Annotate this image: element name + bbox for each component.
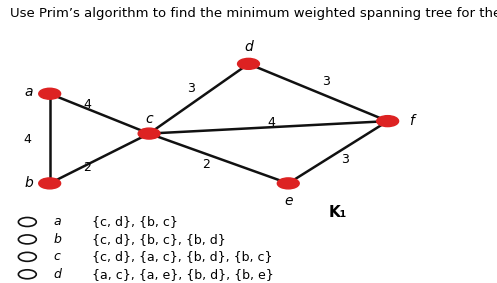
Text: 3: 3	[187, 82, 195, 95]
Text: 2: 2	[83, 161, 91, 174]
Text: b: b	[53, 233, 61, 246]
Text: {c, d}, {a, c}, {b, d}, {b, c}: {c, d}, {a, c}, {b, d}, {b, c}	[92, 250, 272, 263]
Text: 2: 2	[202, 158, 210, 171]
Text: f: f	[409, 114, 414, 128]
Circle shape	[39, 178, 61, 189]
Text: 3: 3	[322, 75, 330, 88]
Text: a: a	[24, 85, 33, 100]
Text: d: d	[244, 40, 253, 54]
Text: c: c	[54, 250, 61, 263]
Circle shape	[138, 128, 160, 139]
Text: 4: 4	[83, 98, 91, 112]
Text: {c, d}, {b, c}: {c, d}, {b, c}	[92, 215, 178, 228]
Text: K₁: K₁	[329, 205, 347, 220]
Text: c: c	[145, 112, 153, 126]
Circle shape	[277, 178, 299, 189]
Circle shape	[39, 88, 61, 99]
Text: e: e	[284, 194, 293, 208]
Circle shape	[238, 58, 259, 69]
Text: 4: 4	[23, 133, 31, 146]
Text: 3: 3	[341, 153, 349, 166]
Text: b: b	[24, 176, 33, 190]
Text: {a, c}, {a, e}, {b, d}, {b, e}: {a, c}, {a, e}, {b, d}, {b, e}	[92, 268, 274, 281]
Text: {c, d}, {b, c}, {b, d}: {c, d}, {b, c}, {b, d}	[92, 233, 226, 246]
Text: Use Prim’s algorithm to find the minimum weighted spanning tree for the graph K₁: Use Prim’s algorithm to find the minimum…	[10, 7, 497, 20]
Text: a: a	[53, 215, 61, 228]
Text: d: d	[53, 268, 61, 281]
Circle shape	[377, 116, 399, 127]
Text: 4: 4	[267, 116, 275, 129]
